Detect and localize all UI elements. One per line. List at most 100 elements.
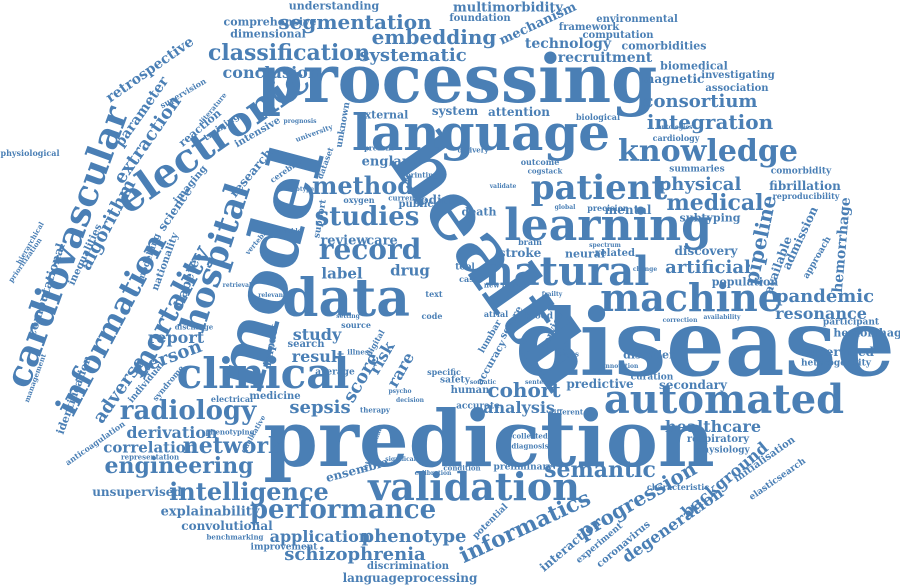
word-summaries: summaries bbox=[669, 164, 725, 175]
word-england: england bbox=[361, 154, 421, 170]
word-mental: mental bbox=[604, 203, 652, 217]
word-frailty: frailty bbox=[541, 291, 563, 298]
word-participant: participant bbox=[822, 317, 880, 328]
word-technology: technology bbox=[524, 36, 612, 52]
word-neural: neural bbox=[564, 247, 606, 261]
word-related: related bbox=[595, 248, 635, 259]
word-healthcare: healthcare bbox=[665, 417, 761, 436]
word-multimorbidity: multimorbidity bbox=[453, 0, 563, 16]
word-new-more: new more bbox=[483, 280, 523, 290]
word-comprehensive: comprehensive bbox=[223, 15, 317, 29]
word-diagnosis: diagnosis bbox=[511, 441, 549, 451]
word-sentence: sentence bbox=[525, 379, 555, 386]
word-death: death bbox=[461, 205, 497, 219]
word-association: association bbox=[705, 83, 769, 94]
word-source: source bbox=[341, 320, 371, 330]
word-printing: printing bbox=[405, 170, 439, 180]
word-hemorrhage: hemorrhage bbox=[829, 196, 855, 294]
word-annotation: annotation bbox=[601, 363, 639, 370]
word-somatic: somatic bbox=[469, 379, 497, 386]
word-accurate: accurate bbox=[456, 401, 500, 412]
word-retrieval: retrieval bbox=[222, 282, 252, 289]
word-relevant: relevant bbox=[258, 292, 286, 299]
word-preliminary: preliminary bbox=[493, 462, 553, 473]
word-supervised: supervised bbox=[801, 345, 875, 359]
word-tool: tool bbox=[455, 262, 475, 273]
word-coding: coding bbox=[413, 193, 459, 207]
word-predictive: predictive bbox=[566, 377, 634, 391]
word-delivery: delivery bbox=[457, 145, 489, 155]
word-unsupervised: unsupervised bbox=[92, 485, 182, 499]
word-processing: processing bbox=[256, 40, 658, 118]
word-hemorrhagic: hemorrhagic bbox=[833, 326, 900, 340]
word-investigating: investigating bbox=[701, 70, 775, 81]
word-case: case bbox=[459, 274, 479, 284]
word-magnetic: magnetic bbox=[641, 72, 705, 86]
word-application: application bbox=[269, 527, 371, 546]
word-disease: disease bbox=[515, 289, 895, 397]
word-collected: collected bbox=[512, 431, 548, 441]
word-artificial: artificial bbox=[665, 257, 751, 278]
word-representation: representation bbox=[120, 452, 180, 462]
word-biological: biological bbox=[575, 112, 621, 122]
word-public: public bbox=[398, 199, 434, 210]
word-analysis: analysis bbox=[483, 398, 555, 417]
word-validation: validation bbox=[368, 464, 580, 509]
word-heterogeneity: heterogeneity bbox=[801, 358, 871, 369]
word-benchmarking: benchmarking bbox=[206, 532, 264, 542]
word-comorbidity: comorbidity bbox=[770, 166, 832, 177]
word-result: result bbox=[291, 347, 345, 366]
word-study: study bbox=[292, 325, 342, 344]
word-biomedical: biomedical bbox=[660, 59, 728, 73]
word-explainability: explainability bbox=[160, 504, 260, 520]
word-different: different bbox=[548, 407, 584, 417]
word-derivation: derivation bbox=[126, 423, 218, 442]
word-schizophrenia: schizophrenia bbox=[284, 544, 426, 565]
word-framework: framework bbox=[558, 22, 620, 33]
word-report: report bbox=[147, 328, 205, 347]
word-availability: availability bbox=[703, 314, 741, 321]
word-cardiology: cardiology bbox=[652, 133, 700, 143]
word-average: average bbox=[315, 367, 355, 378]
word-automated: automated bbox=[603, 376, 845, 423]
word-consortium: consortium bbox=[642, 91, 758, 112]
word-network: network bbox=[182, 433, 284, 459]
word-subtyping: subtyping bbox=[679, 211, 741, 225]
word-language: language bbox=[351, 103, 611, 162]
word-oxygen: oxygen bbox=[343, 195, 375, 205]
word-calibration: calibration bbox=[414, 470, 452, 477]
word-clinical: clinical bbox=[176, 349, 350, 398]
word-cohort: cohort bbox=[487, 378, 561, 402]
word-method: method bbox=[312, 171, 414, 200]
word-illness: illness bbox=[347, 347, 373, 357]
word-cogstack: cogstack bbox=[527, 166, 563, 176]
word-computation: computation bbox=[582, 30, 654, 41]
word-fibrillation: fibrillation bbox=[769, 179, 841, 193]
word-studies: studies bbox=[314, 202, 420, 232]
word-conclusion: conclusion bbox=[222, 63, 320, 82]
word-specific: specific bbox=[427, 367, 461, 377]
word-brain: brain bbox=[518, 237, 542, 247]
word-precision: precision bbox=[587, 203, 629, 213]
word-dimensional: dimensional bbox=[230, 27, 306, 41]
word-understanding: understanding bbox=[288, 0, 380, 13]
word-label: label bbox=[321, 264, 363, 283]
word-safety: safety bbox=[440, 375, 470, 386]
word-change: change bbox=[632, 266, 658, 273]
word-current: current bbox=[388, 193, 418, 203]
word-medical: medical bbox=[666, 190, 764, 216]
word-correlation: correlation bbox=[103, 438, 197, 457]
word-subtype: subtype bbox=[287, 186, 315, 193]
word-search: search bbox=[287, 339, 325, 350]
word-atrial: atrial bbox=[483, 309, 509, 319]
word-classification: classification bbox=[208, 40, 370, 66]
word-attention: attention bbox=[487, 105, 551, 119]
word-recruitment: recruitment bbox=[557, 50, 653, 66]
word-approach: approach bbox=[801, 234, 834, 281]
word-decision: decision bbox=[396, 397, 424, 404]
word-natural: natural bbox=[484, 248, 650, 295]
word-global: global bbox=[554, 204, 576, 211]
word-record: record bbox=[318, 233, 422, 266]
word-respiratory: respiratory bbox=[686, 434, 750, 445]
